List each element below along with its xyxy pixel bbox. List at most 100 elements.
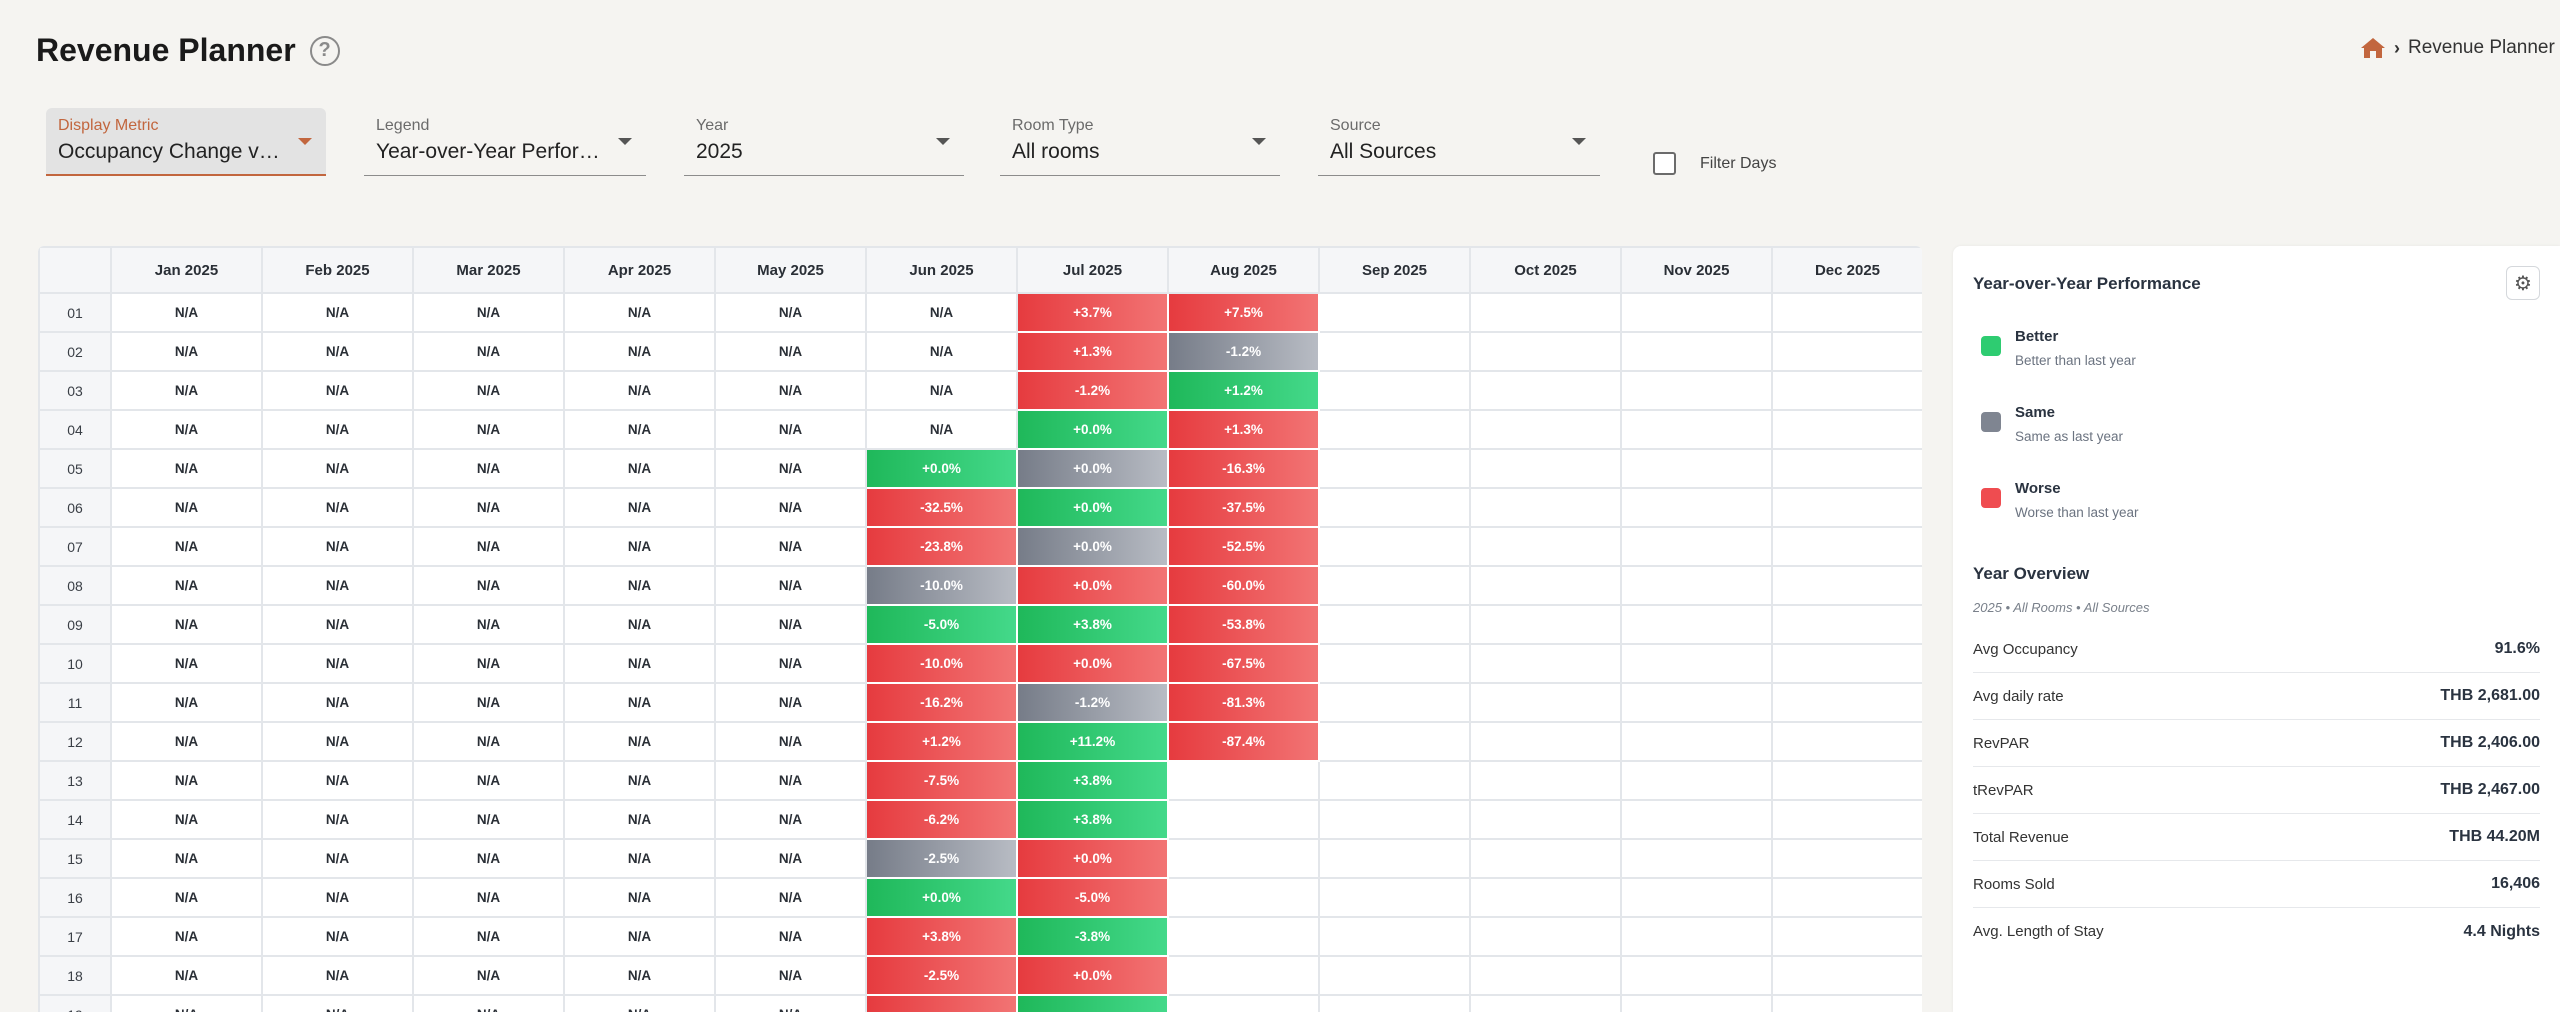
grid-cell-empty[interactable] <box>1771 721 1922 762</box>
grid-cell-empty[interactable] <box>1469 643 1622 684</box>
grid-cell-empty[interactable] <box>1771 604 1922 645</box>
grid-cell-better[interactable]: +3.8% <box>1016 604 1169 645</box>
grid-cell-na[interactable]: N/A <box>412 721 565 762</box>
grid-cell-na[interactable]: N/A <box>714 643 867 684</box>
grid-cell-worse[interactable]: -32.5% <box>865 487 1018 528</box>
grid-cell-empty[interactable] <box>1469 604 1622 645</box>
grid-cell-empty[interactable] <box>1620 604 1773 645</box>
grid-cell-empty[interactable] <box>1620 916 1773 957</box>
grid-cell-na[interactable]: N/A <box>261 565 414 606</box>
grid-cell-worse[interactable]: -2.5% <box>865 955 1018 996</box>
grid-cell-worse[interactable]: -7.5% <box>865 760 1018 801</box>
grid-cell-na[interactable]: N/A <box>412 760 565 801</box>
grid-cell-empty[interactable] <box>1771 682 1922 723</box>
grid-cell-worse[interactable]: +7.5% <box>1167 292 1320 333</box>
grid-cell-empty[interactable] <box>1318 682 1471 723</box>
grid-cell-na[interactable]: N/A <box>714 955 867 996</box>
grid-cell-empty[interactable] <box>1771 331 1922 372</box>
grid-cell-worse[interactable]: +0.0% <box>1016 565 1169 606</box>
grid-cell-empty[interactable] <box>1620 409 1773 450</box>
grid-cell-na[interactable]: N/A <box>714 526 867 567</box>
grid-cell-na[interactable]: N/A <box>110 721 263 762</box>
grid-cell-na[interactable]: N/A <box>563 799 716 840</box>
grid-cell-empty[interactable] <box>1469 877 1622 918</box>
grid-cell-na[interactable]: N/A <box>110 955 263 996</box>
grid-cell-na[interactable]: N/A <box>261 838 414 879</box>
grid-cell-same[interactable]: -1.2% <box>1167 331 1320 372</box>
grid-cell-na[interactable]: N/A <box>714 448 867 489</box>
legend-select[interactable]: Legend Year-over-Year Perform... <box>364 108 646 176</box>
grid-cell-empty[interactable] <box>1620 565 1773 606</box>
grid-cell-empty[interactable] <box>1771 409 1922 450</box>
grid-cell-worse[interactable]: -53.8% <box>1167 604 1320 645</box>
grid-cell-empty[interactable] <box>1469 916 1622 957</box>
grid-cell-same[interactable]: -1.2% <box>1016 682 1169 723</box>
grid-cell-na[interactable]: N/A <box>412 448 565 489</box>
grid-cell-na[interactable]: N/A <box>261 331 414 372</box>
grid-cell-na[interactable]: N/A <box>261 643 414 684</box>
grid-cell-na[interactable]: N/A <box>261 526 414 567</box>
grid-cell-better[interactable]: +0.0% <box>865 877 1018 918</box>
grid-cell-empty[interactable] <box>1469 487 1622 528</box>
grid-cell-na[interactable]: N/A <box>412 682 565 723</box>
grid-cell-worse[interactable]: -60.0% <box>1167 565 1320 606</box>
grid-cell-worse[interactable]: +1.2% <box>865 721 1018 762</box>
grid-cell-better[interactable]: +0.0% <box>1016 487 1169 528</box>
grid-cell-na[interactable]: N/A <box>110 409 263 450</box>
grid-cell-na[interactable]: N/A <box>412 955 565 996</box>
grid-cell-na[interactable]: N/A <box>261 409 414 450</box>
grid-cell-na[interactable]: N/A <box>412 994 565 1012</box>
grid-cell-worse[interactable]: -81.3% <box>1167 682 1320 723</box>
grid-cell-na[interactable]: N/A <box>714 799 867 840</box>
grid-cell-na[interactable]: N/A <box>714 721 867 762</box>
grid-cell-empty[interactable] <box>1771 994 1922 1012</box>
grid-cell-na[interactable]: N/A <box>563 487 716 528</box>
grid-cell-na[interactable]: N/A <box>563 682 716 723</box>
grid-cell-empty[interactable] <box>1771 526 1922 567</box>
grid-cell-empty[interactable] <box>1620 799 1773 840</box>
grid-cell-empty[interactable] <box>1771 916 1922 957</box>
grid-cell-na[interactable]: N/A <box>412 331 565 372</box>
grid-cell-better[interactable]: +0.0% <box>865 448 1018 489</box>
grid-cell-empty[interactable] <box>1469 994 1622 1012</box>
grid-cell-empty[interactable] <box>1318 994 1471 1012</box>
grid-cell-na[interactable]: N/A <box>714 994 867 1012</box>
grid-cell-na[interactable]: N/A <box>563 955 716 996</box>
grid-cell-empty[interactable] <box>1620 721 1773 762</box>
grid-cell-na[interactable]: N/A <box>412 604 565 645</box>
grid-cell-worse[interactable]: -16.2% <box>865 682 1018 723</box>
source-select[interactable]: Source All Sources <box>1318 108 1600 176</box>
grid-cell-worse[interactable]: +1.3% <box>1167 409 1320 450</box>
grid-cell-na[interactable]: N/A <box>714 487 867 528</box>
grid-cell-worse[interactable]: +3.7% <box>1016 292 1169 333</box>
grid-cell-na[interactable]: N/A <box>563 916 716 957</box>
grid-cell-worse[interactable]: +3.8% <box>865 916 1018 957</box>
grid-cell-na[interactable]: N/A <box>714 604 867 645</box>
grid-cell-na[interactable]: N/A <box>110 799 263 840</box>
grid-cell-na[interactable]: N/A <box>563 331 716 372</box>
grid-cell-empty[interactable] <box>1469 565 1622 606</box>
grid-cell-na[interactable]: N/A <box>714 916 867 957</box>
grid-cell-na[interactable]: N/A <box>563 292 716 333</box>
grid-cell-na[interactable]: N/A <box>110 604 263 645</box>
grid-cell-empty[interactable] <box>1620 994 1773 1012</box>
grid-cell-better[interactable]: +3.8% <box>1016 760 1169 801</box>
grid-cell-empty[interactable] <box>1620 760 1773 801</box>
grid-cell-na[interactable]: N/A <box>261 448 414 489</box>
grid-cell-na[interactable]: N/A <box>110 760 263 801</box>
grid-cell-empty[interactable] <box>1620 292 1773 333</box>
grid-cell-na[interactable]: N/A <box>563 877 716 918</box>
grid-cell-na[interactable]: N/A <box>110 331 263 372</box>
grid-cell-empty[interactable] <box>1771 877 1922 918</box>
grid-cell-empty[interactable] <box>1469 370 1622 411</box>
gear-icon[interactable]: ⚙ <box>2506 266 2540 300</box>
grid-cell-na[interactable]: N/A <box>412 487 565 528</box>
grid-cell-empty[interactable] <box>1771 955 1922 996</box>
grid-cell-empty[interactable] <box>1318 643 1471 684</box>
grid-cell-worse[interactable]: +0.0% <box>1016 643 1169 684</box>
grid-cell-na[interactable]: N/A <box>261 370 414 411</box>
grid-cell-empty[interactable] <box>1469 838 1622 879</box>
grid-cell-na[interactable]: N/A <box>261 877 414 918</box>
grid-cell-na[interactable]: N/A <box>261 799 414 840</box>
grid-cell-worse[interactable]: +0.0% <box>1016 838 1169 879</box>
